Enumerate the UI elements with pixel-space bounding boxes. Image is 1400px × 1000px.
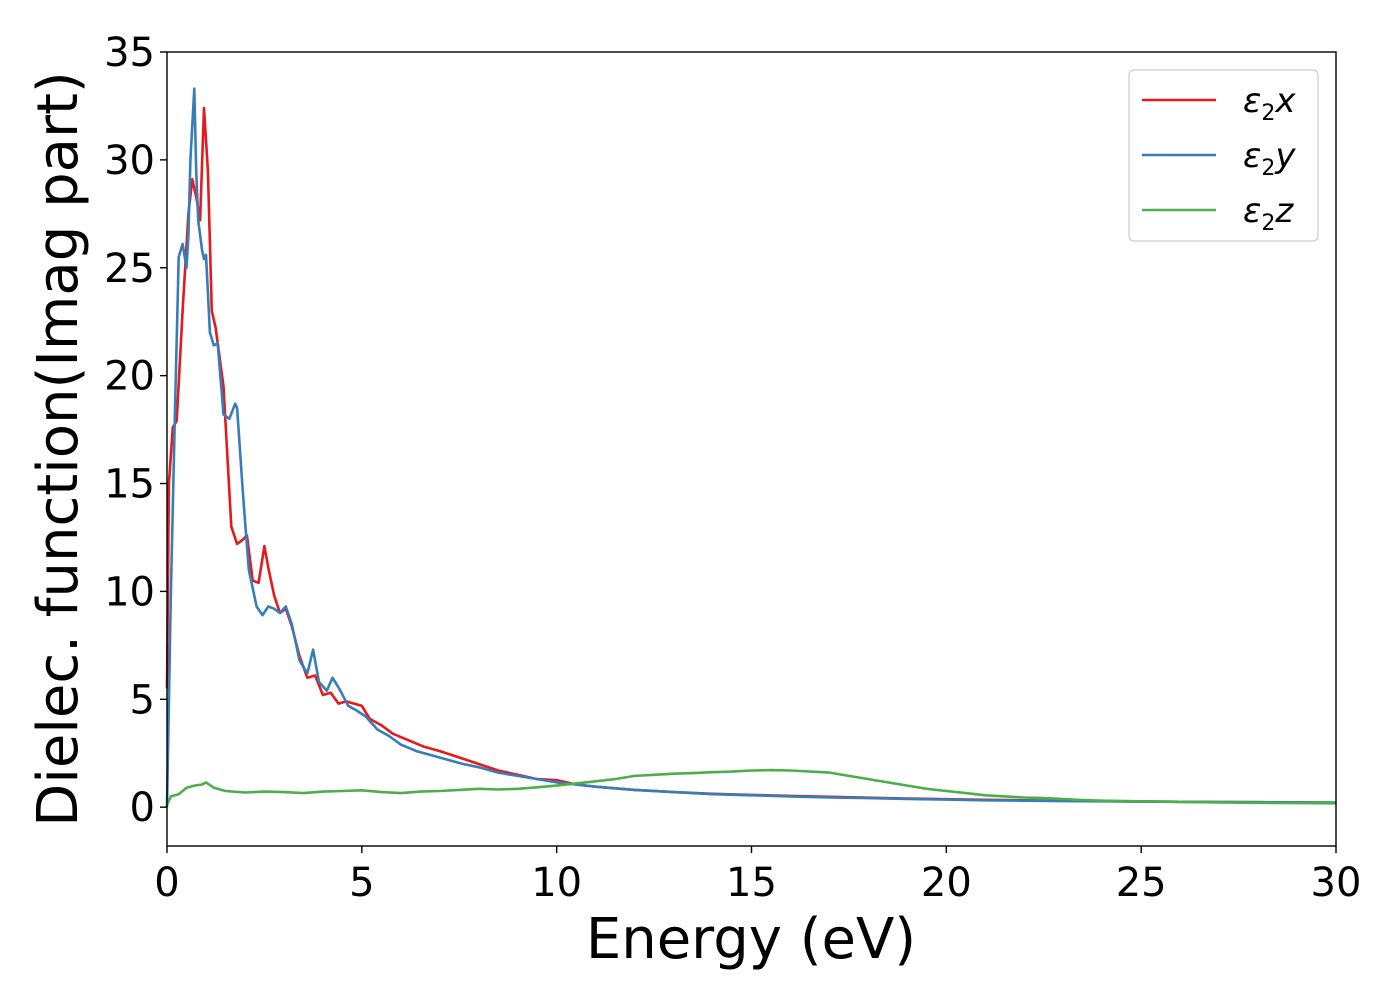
legend: ε2x ε2y ε2z	[1128, 69, 1319, 242]
x-tick-label: 5	[349, 860, 374, 906]
series-layer	[165, 87, 1337, 808]
x-axis-title: Energy (eV)	[586, 907, 916, 972]
x-tick-label: 15	[726, 860, 777, 906]
series-line-y	[165, 87, 1337, 808]
x-tick-label: 25	[1116, 860, 1167, 906]
y-tick-label: 15	[104, 462, 155, 508]
series-line-z	[165, 768, 1337, 806]
y-tick-label: 0	[130, 785, 155, 831]
legend-label-y: ε2y	[1243, 136, 1296, 181]
legend-label-z: ε2z	[1243, 191, 1294, 236]
y-tick-label: 5	[130, 677, 155, 723]
legend-label-x: ε2x	[1243, 81, 1296, 126]
y-tick-label: 30	[104, 138, 155, 184]
y-tick-label: 35	[104, 30, 155, 76]
x-tick-label: 0	[154, 860, 179, 906]
x-tick-label: 30	[1311, 860, 1362, 906]
y-tick-label: 20	[104, 354, 155, 400]
y-tick-label: 25	[104, 246, 155, 292]
x-tick-label: 10	[531, 860, 582, 906]
y-tick-label: 10	[104, 569, 155, 615]
x-tick-label: 20	[921, 860, 972, 906]
legend-box	[1128, 69, 1319, 242]
y-axis-title: Dielec. function(Imag part)	[26, 71, 91, 827]
tick-layer: 0 5 10 15 20 25 30 0 5 10 15 20 25 30 35	[104, 30, 1361, 906]
